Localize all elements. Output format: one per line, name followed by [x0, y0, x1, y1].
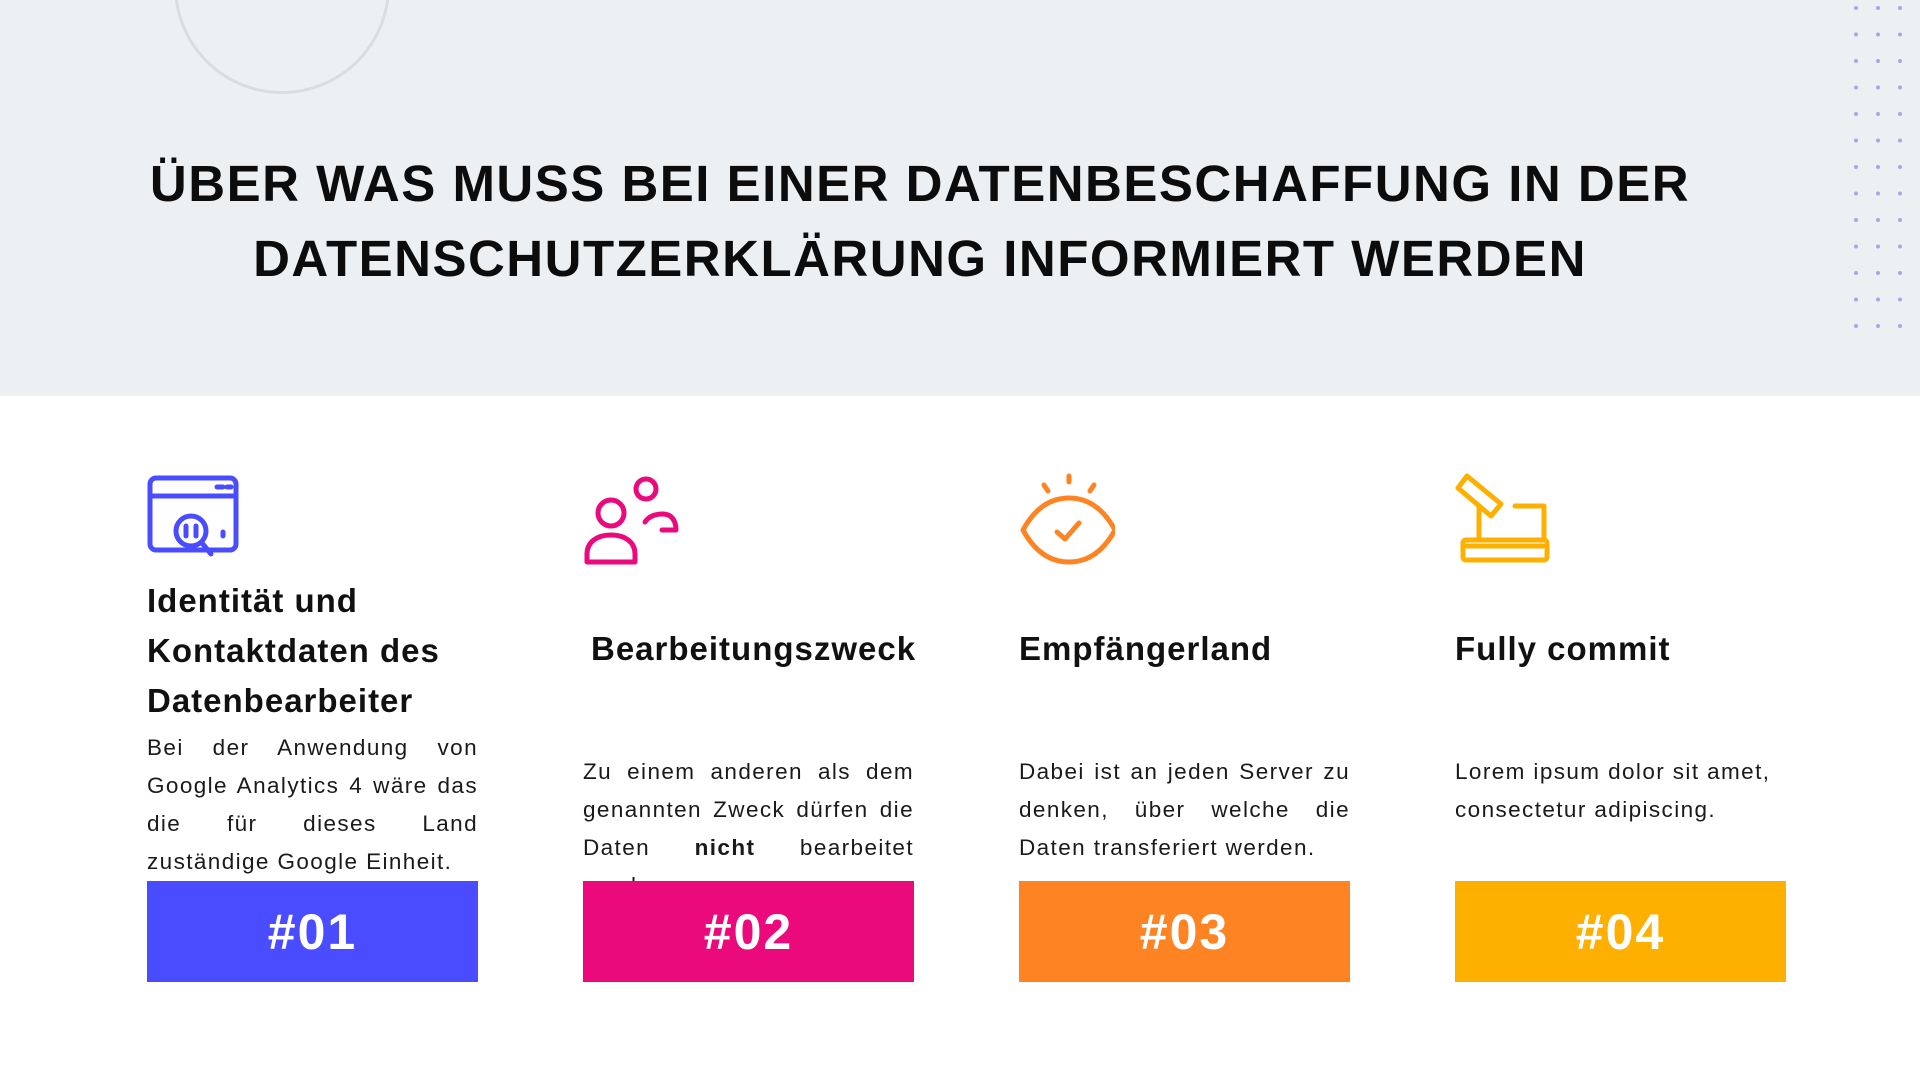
- header-section: ÜBER WAS MUSS BEI EINER DATENBESCHAFFUNG…: [0, 0, 1920, 396]
- browser-search-icon: [147, 472, 243, 568]
- card-badge: #01: [147, 881, 478, 982]
- decorative-dot: [1854, 218, 1858, 222]
- decorative-dot: [1898, 324, 1902, 328]
- decorative-dot: [1876, 138, 1880, 143]
- card-fully-commit: Fully commit Lorem ipsum dolor sit amet,…: [1455, 0, 1787, 1080]
- decorative-dot: [1854, 244, 1858, 249]
- decorative-dot: [1854, 6, 1858, 10]
- decorative-dot: [1898, 59, 1902, 63]
- card-badge: #04: [1455, 881, 1786, 982]
- decorative-dot: [1854, 324, 1858, 328]
- decorative-dot: [1854, 85, 1858, 90]
- card-badge: #03: [1019, 881, 1350, 982]
- decorative-dot-grid: [1854, 6, 1902, 328]
- decorative-dot: [1898, 85, 1902, 90]
- card-country: Empfängerland Dabei ist an jeden Server …: [1019, 0, 1351, 1080]
- decorative-dot: [1898, 297, 1902, 302]
- users-icon: [583, 472, 679, 568]
- decorative-dot: [1898, 138, 1902, 143]
- decorative-dot: [1876, 32, 1880, 37]
- card-title: Bearbeitungszweck: [591, 630, 917, 667]
- decorative-dot: [1876, 324, 1880, 328]
- card-description: Lorem ipsum dolor sit amet, consectetur …: [1455, 759, 1771, 822]
- decorative-dot: [1898, 218, 1902, 222]
- decorative-dot: [1876, 165, 1880, 169]
- decorative-dot: [1898, 271, 1902, 275]
- decorative-dot: [1854, 59, 1858, 63]
- decorative-dot: [1876, 191, 1880, 196]
- voting-box-icon: [1455, 472, 1551, 568]
- decorative-dot: [1898, 32, 1902, 37]
- card-badge: #02: [583, 881, 914, 982]
- page-title: ÜBER WAS MUSS BEI EINER DATENBESCHAFFUNG…: [120, 146, 1720, 296]
- decorative-dot: [1876, 271, 1880, 275]
- decorative-dot: [1876, 112, 1880, 116]
- page-title-line-1: ÜBER WAS MUSS BEI EINER DATENBESCHAFFUNG…: [149, 155, 1691, 212]
- card-description-part: Zu einem anderen als dem genannten Zweck…: [583, 759, 914, 860]
- card-title: Empfängerland: [1019, 630, 1273, 667]
- card-purpose: Bearbeitungszweck Zu einem anderen als d…: [583, 0, 915, 1080]
- card-description: Dabei ist an jeden Server zu denken, übe…: [1019, 759, 1350, 860]
- decorative-dot: [1876, 297, 1880, 302]
- decorative-dot: [1854, 112, 1858, 116]
- decorative-dot: [1854, 32, 1858, 37]
- eye-check-icon: [1019, 472, 1115, 568]
- card-description-emphasis: nicht: [694, 835, 756, 860]
- decorative-dot: [1898, 191, 1902, 196]
- decorative-dot: [1876, 85, 1880, 90]
- decorative-dot: [1876, 59, 1880, 63]
- decorative-dot: [1854, 191, 1858, 196]
- decorative-dot: [1854, 297, 1858, 302]
- decorative-dot: [1854, 165, 1858, 169]
- card-identity: Identität und Kontaktdaten des Datenbear…: [147, 0, 479, 1080]
- decorative-dot: [1876, 218, 1880, 222]
- decorative-dot: [1898, 6, 1902, 10]
- decorative-dot: [1876, 6, 1880, 10]
- decorative-dot: [1854, 271, 1858, 275]
- card-title: Identität und Kontaktdaten des Datenbear…: [147, 582, 440, 719]
- decorative-dot: [1898, 244, 1902, 249]
- decorative-dot: [1854, 138, 1858, 143]
- card-description: Bei der Anwendung von Google Analytics 4…: [147, 735, 478, 874]
- decorative-dot: [1898, 112, 1902, 116]
- decorative-dot: [1898, 165, 1902, 169]
- card-title: Fully commit: [1455, 630, 1671, 667]
- decorative-dot: [1876, 244, 1880, 249]
- page-title-line-2: DATENSCHUTZERKLÄRUNG INFORMIERT WERDEN: [253, 230, 1587, 287]
